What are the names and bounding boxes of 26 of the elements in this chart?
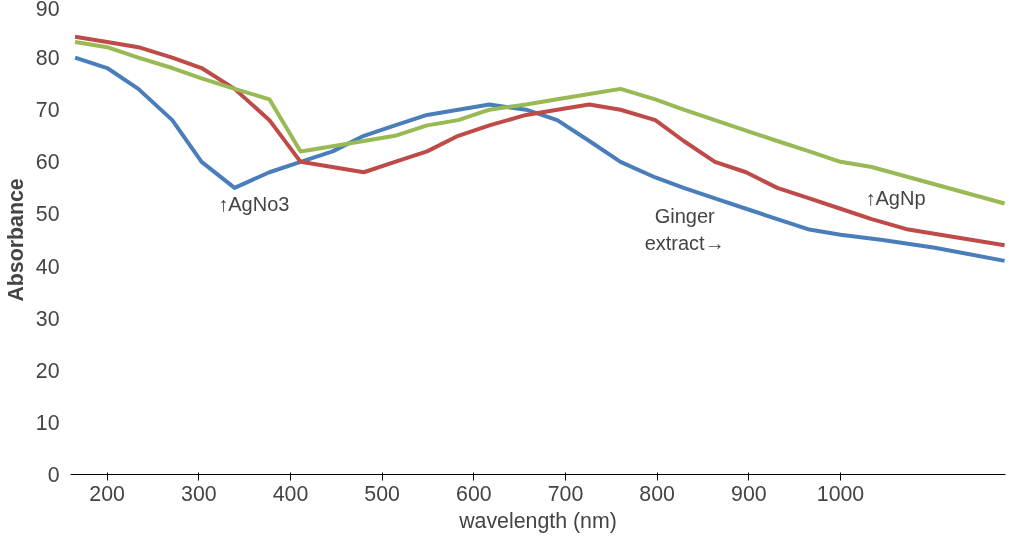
y-tick-label: 0	[47, 463, 60, 487]
y-tick-label: 30	[35, 306, 60, 331]
x-tick-label: 300	[181, 481, 217, 506]
x-tick-label: 200	[89, 481, 126, 506]
annotation: ↑AgNo3	[218, 192, 290, 215]
y-tick-label: 10	[35, 410, 60, 435]
y-tick-label: 50	[35, 202, 60, 227]
x-tick-label: 700	[547, 481, 584, 506]
x-tick-label: 800	[639, 481, 676, 506]
y-tick-label: 90	[35, 0, 60, 21]
y-tick-label: 20	[35, 358, 60, 383]
x-tick-label: 600	[456, 481, 492, 506]
annotation: ↑AgNp	[865, 187, 926, 210]
annotation: Ginger extract→	[644, 205, 725, 254]
y-axis-title: Absorbance	[3, 178, 28, 302]
y-tick-label: 40	[35, 254, 60, 279]
y-tick-label: 70	[35, 98, 60, 123]
x-tick-label: 1000	[816, 481, 865, 506]
x-axis-title: wavelength (nm)	[458, 508, 617, 533]
x-tick-label: 400	[272, 481, 309, 506]
y-tick-label: 60	[35, 150, 60, 175]
x-tick-label: 900	[731, 481, 767, 506]
y-tick-label: 80	[35, 46, 60, 71]
line-series	[73, 55, 1006, 263]
x-tick-label: 500	[364, 481, 401, 506]
line-series	[73, 34, 1006, 248]
